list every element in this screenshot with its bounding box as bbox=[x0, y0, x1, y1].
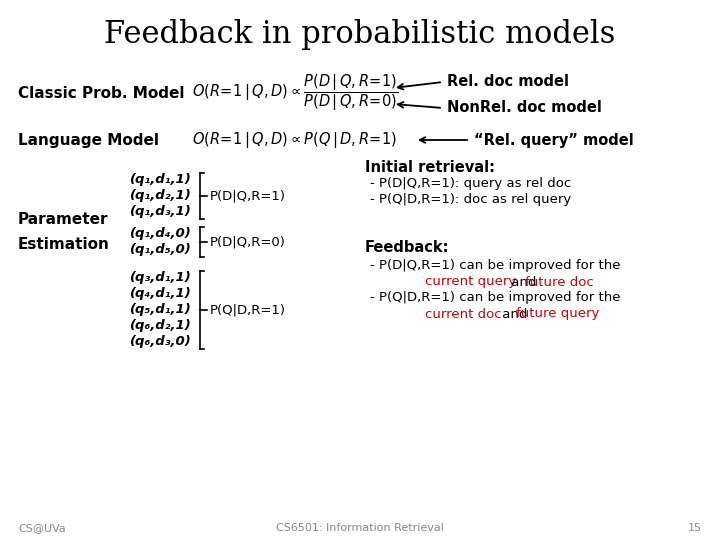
Text: - P(Q|D,R=1): doc as rel query: - P(Q|D,R=1): doc as rel query bbox=[370, 193, 571, 206]
Text: Parameter
Estimation: Parameter Estimation bbox=[18, 212, 110, 252]
Text: Feedback:: Feedback: bbox=[365, 240, 449, 255]
Text: future query: future query bbox=[516, 307, 599, 321]
Text: $O(R\!=\!1\,|\,Q,D)\propto\dfrac{P(D\,|\,Q,R\!=\!1)}{P(D\,|\,Q,R\!=\!0)}$: $O(R\!=\!1\,|\,Q,D)\propto\dfrac{P(D\,|\… bbox=[192, 73, 399, 113]
Text: (q₁,d₃,1): (q₁,d₃,1) bbox=[130, 206, 192, 219]
Text: - P(Q|D,R=1) can be improved for the: - P(Q|D,R=1) can be improved for the bbox=[370, 292, 621, 305]
Text: Rel. doc model: Rel. doc model bbox=[447, 75, 569, 90]
Text: and: and bbox=[498, 307, 531, 321]
Text: P(D|Q,R=1): P(D|Q,R=1) bbox=[210, 190, 286, 202]
Text: P(D|Q,R=0): P(D|Q,R=0) bbox=[210, 235, 286, 248]
Text: (q₄,d₁,1): (q₄,d₁,1) bbox=[130, 287, 192, 300]
Text: 15: 15 bbox=[688, 523, 702, 533]
Text: (q₁,d₁,1): (q₁,d₁,1) bbox=[130, 173, 192, 186]
Text: - P(D|Q,R=1): query as rel doc: - P(D|Q,R=1): query as rel doc bbox=[370, 178, 571, 191]
Text: (q₆,d₂,1): (q₆,d₂,1) bbox=[130, 320, 192, 333]
Text: (q₁,d₄,0): (q₁,d₄,0) bbox=[130, 227, 192, 240]
Text: current doc: current doc bbox=[425, 307, 502, 321]
Text: and: and bbox=[507, 275, 541, 288]
Text: P(Q|D,R=1): P(Q|D,R=1) bbox=[210, 303, 286, 316]
Text: Initial retrieval:: Initial retrieval: bbox=[365, 160, 495, 176]
Text: CS6501: Information Retrieval: CS6501: Information Retrieval bbox=[276, 523, 444, 533]
Text: (q₁,d₂,1): (q₁,d₂,1) bbox=[130, 190, 192, 202]
Text: CS@UVa: CS@UVa bbox=[18, 523, 66, 533]
Text: Classic Prob. Model: Classic Prob. Model bbox=[18, 85, 184, 100]
Text: Language Model: Language Model bbox=[18, 132, 159, 147]
Text: current query: current query bbox=[425, 275, 516, 288]
Text: NonRel. doc model: NonRel. doc model bbox=[447, 100, 602, 116]
Text: Feedback in probabilistic models: Feedback in probabilistic models bbox=[104, 19, 616, 51]
Text: (q₆,d₃,0): (q₆,d₃,0) bbox=[130, 335, 192, 348]
Text: $O(R\!=\!1\,|\,Q,D)\propto P(Q\,|\,D,R\!=\!1)$: $O(R\!=\!1\,|\,Q,D)\propto P(Q\,|\,D,R\!… bbox=[192, 130, 397, 150]
Text: (q₁,d₅,0): (q₁,d₅,0) bbox=[130, 244, 192, 256]
Text: (q₅,d₁,1): (q₅,d₁,1) bbox=[130, 303, 192, 316]
Text: future doc: future doc bbox=[525, 275, 594, 288]
Text: “Rel. query” model: “Rel. query” model bbox=[474, 132, 634, 147]
Text: - P(D|Q,R=1) can be improved for the: - P(D|Q,R=1) can be improved for the bbox=[370, 260, 621, 273]
Text: (q₃,d₁,1): (q₃,d₁,1) bbox=[130, 272, 192, 285]
